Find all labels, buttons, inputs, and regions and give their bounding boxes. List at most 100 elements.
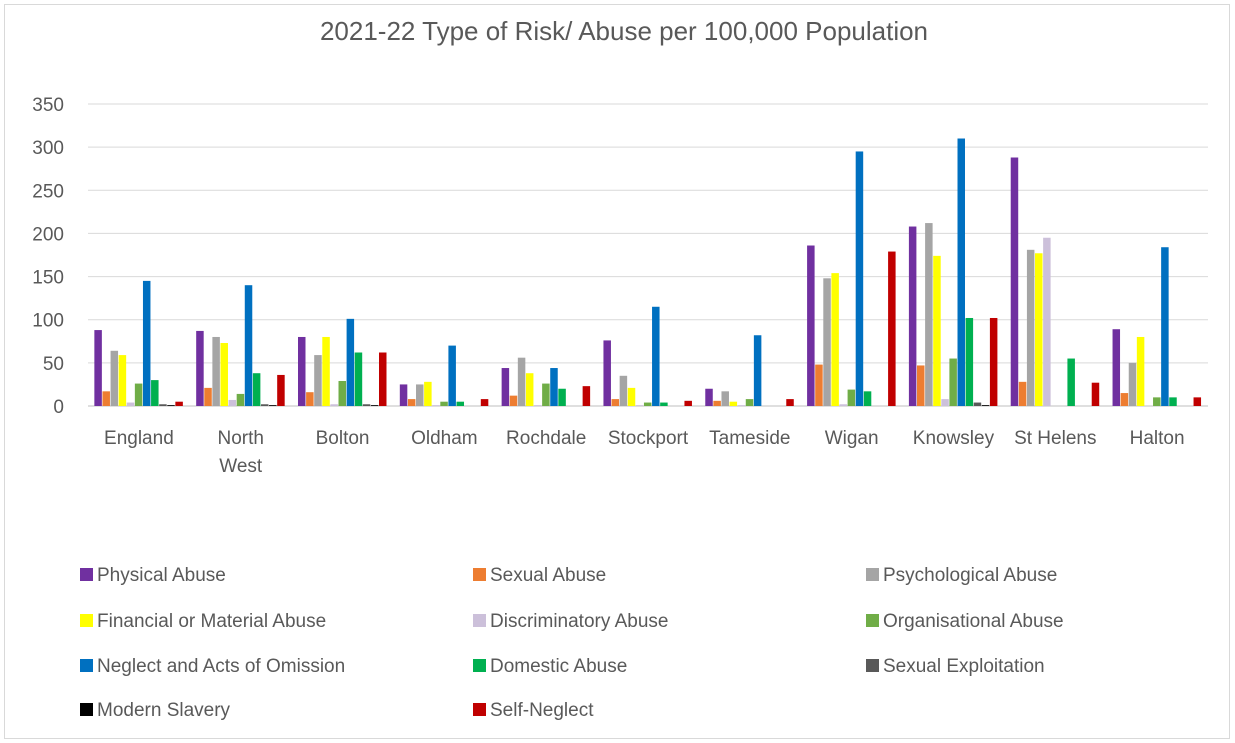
bar [1153,397,1161,406]
bar [957,138,965,406]
bar [1010,157,1019,406]
legend-swatch [866,659,879,672]
bar [252,373,261,406]
bars [94,138,1202,406]
bar [151,380,159,406]
legend-label: Sexual Exploitation [883,656,1045,677]
bar [399,384,408,406]
bar [627,387,636,406]
bar [981,405,990,406]
bar [908,226,917,406]
bar [517,357,526,406]
bar [652,306,660,406]
legend-item: Neglect and Acts of Omission [80,656,345,677]
legend-label: Physical Abuse [97,565,226,586]
legend-item: Self-Neglect [473,700,594,721]
bar [973,402,982,406]
bar [619,375,628,406]
bar [322,336,330,406]
legend-swatch [80,659,93,672]
bar [1043,237,1051,406]
legend-swatch [866,568,879,581]
x-tick-label: Bolton [316,428,370,449]
y-tick-label: 100 [32,311,64,332]
bar [175,401,183,406]
bar [102,391,110,406]
x-axis: England North West Bolton Oldham Rochdale Stoc… [104,428,1185,477]
bar [917,365,925,406]
bar [729,401,738,406]
legend-swatch [80,703,93,716]
bar [159,404,167,406]
y-tick-label: 50 [43,354,64,375]
bar [534,405,542,406]
y-tick-label: 200 [32,224,64,245]
x-tick-label: Wigan [825,428,879,449]
legend-item: Sexual Exploitation [866,656,1045,677]
bar [362,404,371,406]
x-tick-label: Tameside [709,428,790,449]
bar [1128,362,1137,406]
bar [407,399,416,406]
bar [126,402,135,406]
y-tick-label: 300 [32,138,64,159]
bar [118,355,127,406]
legend-swatch [473,614,486,627]
x-tick-label: Rochdale [506,428,586,449]
bar [1067,358,1075,406]
y-tick-label: 150 [32,268,64,289]
x-tick-label: Stockport [608,428,689,449]
x-tick-label: Halton [1130,428,1185,449]
y-axis: 0 50 100 150 200 250 300 350 [32,95,64,418]
bar [888,251,896,406]
bar [196,330,204,406]
bar [737,405,746,406]
bar [424,381,432,406]
legend-swatch [80,568,93,581]
bar [167,405,175,406]
legend-item: Financial or Material Abuse [80,611,326,632]
bar [416,384,424,406]
x-tick-label: St Helens [1014,428,1096,449]
y-tick-label: 350 [32,95,64,116]
legend-label: Financial or Material Abuse [97,611,326,632]
bar [550,368,558,406]
legend-item: Sexual Abuse [473,565,606,586]
bar [1161,247,1169,406]
x-tick-label: England [104,428,174,449]
bar [1136,336,1145,406]
bar [448,345,456,406]
bar [925,223,933,406]
x-tick-label: West [219,456,263,477]
bar [989,317,998,406]
bar [370,405,379,406]
legend-label: Modern Slavery [97,700,231,721]
legend-label: Neglect and Acts of Omission [97,656,345,677]
bar [603,340,611,406]
bar [611,399,620,406]
legend-item: Discriminatory Abuse [473,611,668,632]
legend-label: Psychological Abuse [883,565,1057,586]
bar [815,364,823,406]
chart-title: 2021-22 Type of Risk/ Abuse per 100,000 … [320,16,928,46]
bar [212,336,220,406]
legend-label: Discriminatory Abuse [490,611,668,632]
legend-item: Physical Abuse [80,565,226,586]
bar [244,285,253,406]
bar [298,336,306,406]
legend-label: Self-Neglect [490,700,594,721]
bar [228,399,237,406]
bar [558,388,566,406]
bar [807,245,815,406]
bar [432,405,440,406]
bar [142,280,151,406]
bar [220,343,228,406]
bar [1018,381,1027,406]
bar [635,405,644,406]
legend-swatch [473,703,486,716]
bar [236,393,245,406]
bar [260,404,269,406]
y-tick-label: 0 [53,397,64,418]
bar [1026,249,1035,406]
